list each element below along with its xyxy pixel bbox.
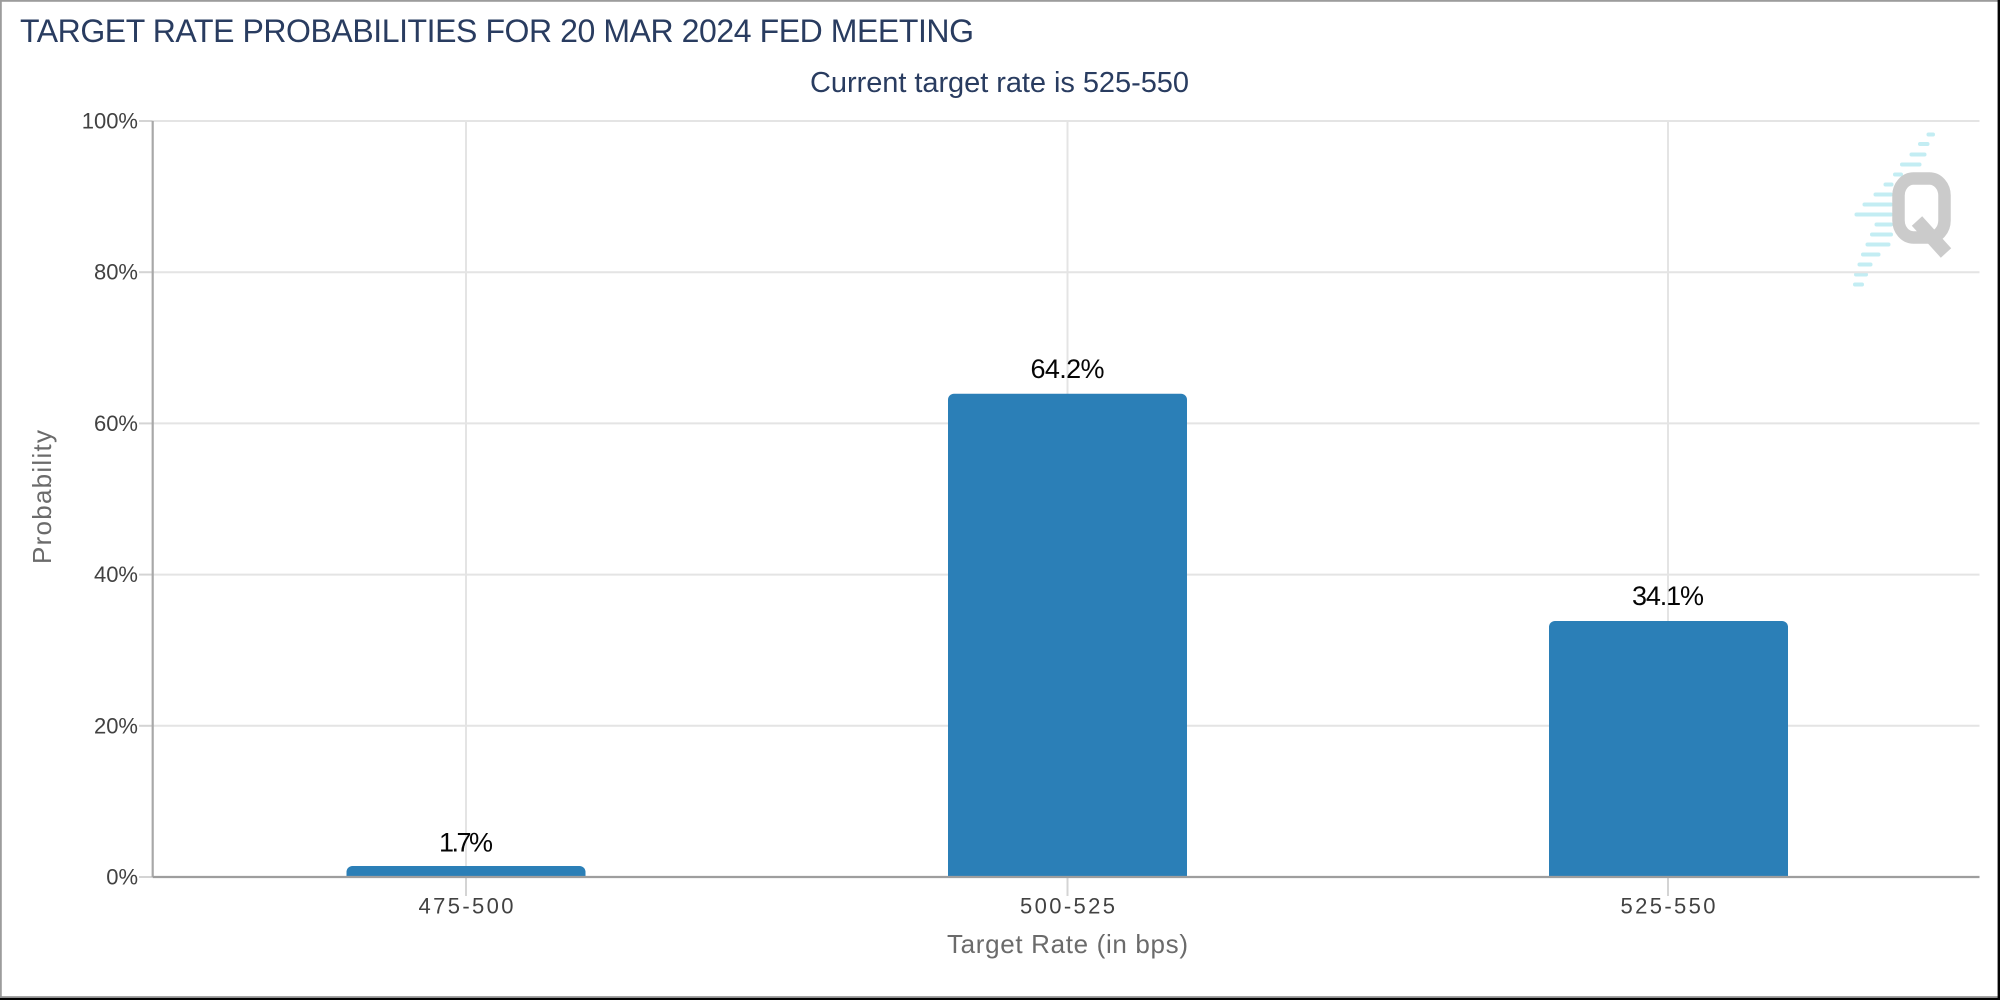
svg-text:64.2%: 64.2% [1031, 354, 1105, 384]
svg-text:525-550: 525-550 [1621, 894, 1716, 919]
svg-text:100%: 100% [82, 109, 138, 134]
svg-text:Current target rate is 525-550: Current target rate is 525-550 [810, 67, 1189, 99]
svg-text:Target Rate (in bps): Target Rate (in bps) [947, 929, 1188, 959]
svg-text:80%: 80% [94, 260, 138, 285]
svg-text:60%: 60% [94, 411, 138, 436]
svg-text:20%: 20% [94, 713, 138, 738]
svg-text:Probability: Probability [27, 430, 57, 564]
svg-text:500-525: 500-525 [1020, 894, 1115, 919]
svg-text:0%: 0% [106, 865, 138, 890]
svg-text:1.7%: 1.7% [439, 828, 493, 858]
svg-text:TARGET RATE PROBABILITIES FOR: TARGET RATE PROBABILITIES FOR 20 MAR 202… [20, 13, 974, 49]
svg-text:40%: 40% [94, 562, 138, 587]
svg-text:475-500: 475-500 [419, 894, 514, 919]
svg-text:34.1%: 34.1% [1632, 581, 1704, 611]
